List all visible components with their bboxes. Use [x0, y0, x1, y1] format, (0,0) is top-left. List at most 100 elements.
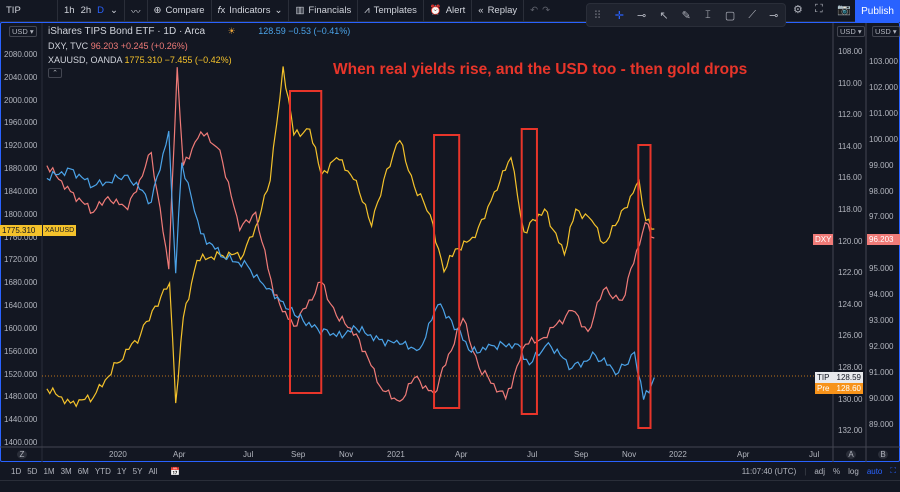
- dxy-axis-label: 97.000: [869, 212, 894, 222]
- left-axis-label: 1760.000: [4, 232, 38, 242]
- series-xauusd: [46, 66, 655, 408]
- legend-dxy-change: +0.245 (+0.26%): [120, 41, 188, 51]
- range-all[interactable]: All: [148, 466, 158, 476]
- log-toggle[interactable]: log: [848, 466, 859, 476]
- tip-axis-label: 114.00: [838, 141, 862, 151]
- legend-gold-title: XAUUSD, OANDA: [48, 55, 123, 65]
- publish-button[interactable]: Publish: [855, 0, 900, 22]
- legend-dxy-title: DXY, TVC: [48, 41, 89, 51]
- series-dxy: [46, 67, 655, 402]
- dxy-axis-label: 89.000: [869, 419, 894, 429]
- fullscreen-icon[interactable]: ⛶: [815, 3, 823, 15]
- dxy-axis-label: 91.000: [869, 367, 894, 377]
- drag-handle-icon[interactable]: ⠿: [593, 9, 602, 22]
- scale-a-button[interactable]: A: [846, 450, 856, 459]
- left-axis-label: 1800.000: [4, 209, 38, 219]
- highlight-box[interactable]: [637, 144, 652, 429]
- left-axis-label: 2080.000: [4, 50, 38, 59]
- indicators-button[interactable]: 𝑓x Indicators ⌄: [212, 0, 290, 22]
- highlight-box[interactable]: [433, 134, 461, 409]
- left-currency-select[interactable]: USD ▾: [9, 26, 37, 37]
- collapse-legend-button[interactable]: ⌃: [48, 68, 62, 78]
- templates-button[interactable]: ⩘ Templates: [358, 0, 424, 22]
- ray-icon[interactable]: ⊸: [769, 9, 779, 22]
- left-axis-label: 1960.000: [4, 118, 38, 128]
- annotation-text: When real yields rise, and the USD too -…: [333, 61, 748, 78]
- cursor-arrow-icon[interactable]: ↖: [659, 9, 669, 22]
- replay-button[interactable]: «Replay: [472, 0, 525, 22]
- percent-toggle[interactable]: %: [833, 466, 841, 476]
- calendar-icon[interactable]: 📅: [170, 466, 181, 476]
- left-axis-label: 1720.000: [4, 255, 38, 265]
- range-6m[interactable]: 6M: [77, 466, 89, 476]
- replay-label: Replay: [487, 5, 518, 16]
- adj-toggle[interactable]: adj: [814, 466, 825, 476]
- templates-label: Templates: [373, 5, 417, 16]
- templates-icon: ⩘: [364, 5, 370, 16]
- trend-line-icon[interactable]: ⟋: [748, 8, 757, 21]
- time-axis-label: Jul: [809, 450, 820, 459]
- range-1d[interactable]: 1D: [11, 466, 22, 476]
- auto-toggle[interactable]: auto: [866, 466, 883, 476]
- chart-type-button[interactable]: 〰: [125, 0, 148, 22]
- text-cursor-icon[interactable]: 𝙸: [703, 8, 712, 21]
- interval-d[interactable]: D: [97, 5, 105, 16]
- legend-dxy[interactable]: DXY, TVC 96.203 +0.245 (+0.26%): [48, 41, 188, 51]
- series-tip: [46, 130, 655, 400]
- chevron-down-icon[interactable]: ⌄: [110, 5, 118, 16]
- tip-price-tag: TIP 128.59: [815, 372, 863, 383]
- compare-button[interactable]: ⊕ Compare: [148, 0, 212, 22]
- line-xauusd: [46, 66, 655, 408]
- dxy-currency-select[interactable]: USD ▾: [872, 26, 900, 37]
- range-5y[interactable]: 5Y: [132, 466, 143, 476]
- left-axis-label: 2000.000: [4, 95, 38, 105]
- range-ytd[interactable]: YTD: [94, 466, 111, 476]
- chevron-down-icon: ⌄: [274, 5, 283, 16]
- dxy-price-tag: 96.203: [867, 234, 900, 245]
- alarm-clock-icon: ⏰: [429, 5, 442, 16]
- scale-b-button[interactable]: B: [878, 450, 888, 459]
- alert-button[interactable]: ⏰ Alert: [424, 0, 473, 22]
- dxy-axis-label: 95.000: [869, 264, 894, 274]
- range-1m[interactable]: 1M: [43, 466, 55, 476]
- tip-axis-label: 130.00: [838, 394, 863, 404]
- dxy-axis-label: 98.000: [869, 186, 894, 196]
- camera-icon[interactable]: 📷: [837, 4, 851, 16]
- horizontal-line-icon[interactable]: ⊸: [637, 9, 647, 22]
- highlight-box[interactable]: [289, 90, 323, 394]
- time-axis-label: Apr: [455, 450, 468, 459]
- highlight-box[interactable]: [520, 128, 538, 415]
- dxy-axis-label: 103.000: [869, 57, 898, 66]
- crosshair-icon[interactable]: ✛: [614, 9, 624, 22]
- fullscreen-icon[interactable]: ⛶: [890, 466, 896, 475]
- dxy-axis-label: 99.000: [869, 160, 894, 170]
- left-axis-label: 1560.000: [4, 346, 38, 356]
- interval-1h[interactable]: 1h: [64, 5, 75, 16]
- range-1y[interactable]: 1Y: [116, 466, 127, 476]
- range-3m[interactable]: 3M: [60, 466, 72, 476]
- pre-tag-value: 128.60: [836, 384, 861, 393]
- financials-button[interactable]: ▥ Financials: [289, 0, 359, 22]
- tip-currency-select[interactable]: USD ▾: [837, 26, 865, 37]
- gear-icon[interactable]: ⚙: [793, 4, 803, 16]
- brush-icon[interactable]: ✎: [681, 9, 691, 22]
- tip-tag-label: TIP: [817, 373, 830, 382]
- legend-main[interactable]: iShares TIPS Bond ETF · 1D · Arca ☀ 128.…: [48, 26, 350, 37]
- tip-axis-label: 120.00: [838, 236, 863, 246]
- range-5d[interactable]: 5D: [27, 466, 38, 476]
- pre-tag-label: Pre: [817, 384, 830, 393]
- clock-time[interactable]: 11:07:40 (UTC): [741, 466, 797, 476]
- dxy-series-tag: DXY: [813, 234, 834, 245]
- symbol-search[interactable]: TIP: [0, 0, 58, 22]
- tip-tag-value: 128.59: [836, 373, 861, 382]
- legend-gold[interactable]: XAUUSD, OANDA 1775.310 −7.455 (−0.42%): [48, 55, 232, 65]
- undo-icon[interactable]: ↶: [530, 5, 539, 16]
- axis-corner-z[interactable]: Z: [17, 450, 27, 459]
- rectangle-icon[interactable]: ▢: [724, 9, 736, 22]
- redo-icon[interactable]: ↷: [542, 5, 551, 16]
- time-axis-label: Apr: [173, 450, 186, 459]
- interval-2h[interactable]: 2h: [80, 5, 92, 16]
- fx-icon: 𝑓x: [217, 5, 226, 16]
- left-axis-label: 1520.000: [4, 369, 38, 379]
